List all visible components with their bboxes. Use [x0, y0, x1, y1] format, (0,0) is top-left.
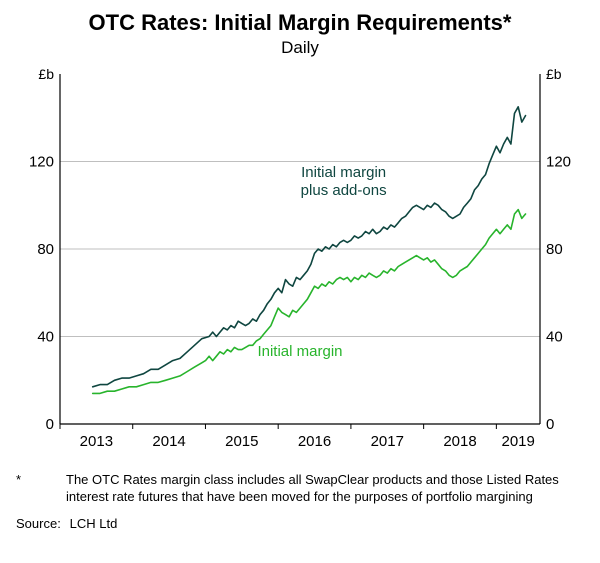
svg-text:£b: £b [546, 66, 562, 82]
footnote-marker: * [16, 472, 66, 506]
svg-text:Initial margin: Initial margin [257, 343, 342, 360]
svg-text:120: 120 [546, 154, 571, 171]
svg-text:2017: 2017 [371, 433, 404, 450]
svg-text:80: 80 [546, 241, 563, 258]
svg-text:2016: 2016 [298, 433, 331, 450]
svg-text:2019: 2019 [501, 433, 534, 450]
svg-text:£b: £b [38, 66, 54, 82]
source-line: Source: LCH Ltd [16, 516, 584, 531]
footnote: * The OTC Rates margin class includes al… [16, 472, 584, 506]
svg-text:80: 80 [37, 241, 54, 258]
svg-text:2018: 2018 [443, 433, 476, 450]
chart-title: OTC Rates: Initial Margin Requirements* [16, 10, 584, 36]
line-chart: Initial marginplus add-onsInitial margin… [20, 64, 580, 464]
source-text: LCH Ltd [70, 516, 118, 531]
svg-text:2015: 2015 [225, 433, 258, 450]
chart-container: Initial marginplus add-onsInitial margin… [20, 64, 580, 464]
svg-text:plus add-ons: plus add-ons [301, 182, 387, 199]
svg-text:40: 40 [546, 329, 563, 346]
svg-text:0: 0 [546, 416, 554, 433]
svg-text:2014: 2014 [152, 433, 185, 450]
footnote-text: The OTC Rates margin class includes all … [66, 472, 584, 506]
svg-text:0: 0 [46, 416, 54, 433]
svg-text:120: 120 [29, 154, 54, 171]
svg-text:2013: 2013 [80, 433, 113, 450]
source-label: Source: [16, 516, 66, 531]
svg-text:Initial margin: Initial margin [301, 164, 386, 181]
svg-text:40: 40 [37, 329, 54, 346]
chart-subtitle: Daily [16, 38, 584, 58]
